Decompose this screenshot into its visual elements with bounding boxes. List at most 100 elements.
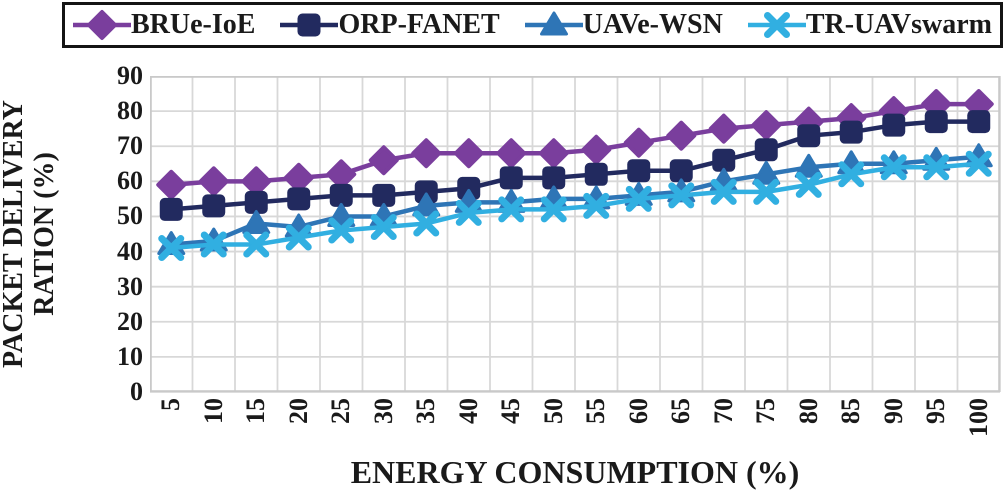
x-tick-label: 45 — [496, 398, 526, 424]
legend: BRUe-IoE ORP-FANET UAVe-WSN TR-UAVswarm — [62, 2, 1003, 48]
square-marker — [414, 180, 438, 204]
y-tick-label: 60 — [117, 166, 143, 196]
y-tick-label: 10 — [117, 341, 143, 371]
square-marker — [202, 194, 226, 218]
triangle-marker — [412, 192, 441, 217]
x-tick-label: 40 — [453, 398, 483, 424]
y-tick-label: 20 — [117, 306, 143, 336]
square-marker — [882, 113, 906, 137]
series-ORP-FANET — [159, 110, 991, 221]
x-tick-label: 10 — [198, 398, 228, 424]
x-tick-label: 100 — [963, 398, 993, 437]
diamond-marker — [666, 120, 697, 151]
x-tick-label: 95 — [921, 398, 951, 424]
square-marker — [797, 124, 821, 148]
square-marker — [287, 187, 311, 211]
square-marker — [669, 159, 693, 183]
x-tick-label: 30 — [368, 398, 398, 424]
triangle-marker — [539, 11, 568, 36]
diamond-marker — [411, 138, 442, 169]
x-marker — [668, 182, 695, 209]
legend-label: BRUe-IoE — [131, 9, 256, 40]
diamond-marker — [326, 159, 357, 190]
square-marker — [329, 183, 353, 207]
legend-item-UAVe-WSN: UAVe-WSN — [524, 7, 723, 43]
x-tick-label: 5 — [156, 398, 186, 411]
diamond-marker — [623, 127, 654, 158]
square-marker — [159, 197, 183, 221]
x-tick-label: 25 — [326, 398, 356, 424]
x-marker — [540, 196, 567, 223]
x-tick-label: 85 — [836, 398, 866, 424]
square-marker — [457, 176, 481, 200]
diamond-marker — [241, 166, 272, 197]
diamond-marker — [283, 162, 314, 193]
square-marker — [372, 183, 396, 207]
x-tick-label: 35 — [411, 398, 441, 424]
y-tick-label: 50 — [117, 201, 143, 231]
x-marker — [583, 192, 610, 219]
x-marker — [838, 161, 865, 188]
y-tick-label: 0 — [130, 377, 143, 406]
diamond-marker — [453, 138, 484, 169]
x-marker — [923, 154, 950, 181]
diamond-legend-icon — [73, 10, 131, 40]
plot-area — [150, 76, 1001, 393]
x-tick-label: 60 — [623, 398, 653, 424]
x-marker — [498, 196, 525, 223]
legend-label: UAVe-WSN — [582, 9, 723, 40]
x-tick-label: 15 — [241, 398, 271, 424]
series-BRUe-IoE — [156, 89, 994, 200]
x-tick-label: 50 — [538, 398, 568, 424]
y-tick-label: 30 — [117, 271, 143, 301]
square-marker — [542, 166, 566, 190]
x-marker — [243, 231, 270, 258]
diamond-marker — [156, 169, 187, 200]
square-marker — [244, 190, 268, 214]
x-marker — [455, 199, 482, 226]
x-tick-label: 70 — [708, 398, 738, 424]
square-marker — [924, 110, 948, 134]
x-tick-label: 55 — [581, 398, 611, 424]
square-marker — [499, 166, 523, 190]
gridlines — [150, 76, 1001, 393]
square-legend-icon — [280, 13, 339, 37]
y-tick-label: 40 — [117, 236, 143, 266]
diamond-marker — [581, 134, 612, 165]
x-marker — [795, 171, 822, 198]
x-legend-icon — [747, 12, 806, 38]
x-marker — [763, 12, 790, 38]
legend-item-ORP-FANET: ORP-FANET — [280, 7, 500, 43]
triangle-legend-icon — [524, 11, 583, 36]
triangle-marker — [794, 153, 823, 178]
diamond-marker — [496, 138, 527, 169]
legend-item-BRUe-IoE: BRUe-IoE — [73, 7, 255, 43]
legend-label: ORP-FANET — [338, 9, 500, 40]
y-tick-label: 70 — [117, 131, 143, 161]
x-marker — [200, 231, 227, 258]
x-marker — [753, 178, 780, 205]
square-marker — [712, 148, 736, 172]
x-axis-title: ENERGY CONSUMPTION (%) — [350, 454, 800, 490]
square-marker — [627, 159, 651, 183]
x-tick-label: 20 — [283, 398, 313, 424]
x-tick-label: 80 — [793, 398, 823, 424]
diamond-marker — [751, 110, 782, 141]
x-marker — [413, 210, 440, 237]
x-marker — [328, 217, 355, 244]
x-marker — [880, 154, 907, 181]
square-marker — [967, 110, 991, 134]
diamond-marker — [368, 145, 399, 176]
triangle-marker — [242, 209, 271, 234]
y-tick-label: 80 — [117, 96, 143, 126]
diamond-marker — [708, 113, 739, 144]
diamond-marker — [198, 166, 229, 197]
diamond-marker — [87, 10, 117, 40]
diamond-marker — [538, 138, 569, 169]
x-marker — [710, 178, 737, 205]
x-tick-label: 90 — [878, 398, 908, 424]
square-marker — [297, 13, 321, 37]
y-tick-label: 90 — [117, 61, 143, 90]
legend-item-TR-UAVswarm: TR-UAVswarm — [747, 7, 992, 43]
x-marker — [625, 185, 652, 212]
